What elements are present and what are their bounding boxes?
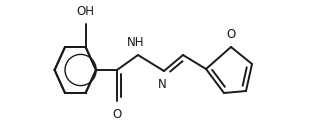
Text: OH: OH	[77, 4, 95, 18]
Text: NH: NH	[127, 36, 145, 48]
Text: N: N	[158, 78, 166, 90]
Text: O: O	[226, 27, 236, 40]
Text: O: O	[112, 108, 122, 122]
